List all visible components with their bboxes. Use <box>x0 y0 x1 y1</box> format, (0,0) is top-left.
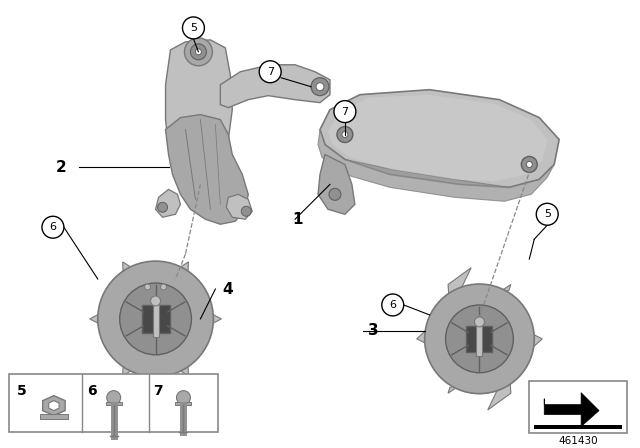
Circle shape <box>195 49 202 55</box>
Polygon shape <box>196 306 221 332</box>
Circle shape <box>474 317 484 327</box>
Bar <box>40 414 68 418</box>
Text: 7: 7 <box>154 383 163 398</box>
Polygon shape <box>220 65 330 108</box>
Circle shape <box>120 283 191 355</box>
Text: 7: 7 <box>267 67 274 77</box>
Polygon shape <box>448 267 471 312</box>
Circle shape <box>536 203 558 225</box>
Circle shape <box>182 17 204 39</box>
Polygon shape <box>488 366 511 410</box>
Circle shape <box>184 38 212 66</box>
Bar <box>476 322 483 356</box>
Polygon shape <box>448 378 471 393</box>
Text: 5: 5 <box>544 209 551 219</box>
Polygon shape <box>488 284 511 300</box>
Circle shape <box>334 101 356 123</box>
Circle shape <box>107 391 121 405</box>
Polygon shape <box>166 40 232 181</box>
Circle shape <box>157 202 168 212</box>
Text: 6: 6 <box>389 300 396 310</box>
Bar <box>9 374 218 431</box>
Circle shape <box>98 261 213 377</box>
Polygon shape <box>123 262 147 290</box>
Polygon shape <box>318 155 355 214</box>
Circle shape <box>191 44 206 60</box>
Polygon shape <box>320 90 559 187</box>
Circle shape <box>522 156 537 172</box>
Bar <box>534 425 622 429</box>
Polygon shape <box>166 115 248 224</box>
Text: 5: 5 <box>17 383 27 398</box>
Bar <box>467 326 492 352</box>
Text: 6: 6 <box>49 222 56 232</box>
Circle shape <box>425 284 534 394</box>
Polygon shape <box>164 348 188 376</box>
Circle shape <box>342 132 348 138</box>
Circle shape <box>177 391 191 405</box>
Polygon shape <box>227 194 252 219</box>
Text: 5: 5 <box>190 23 197 33</box>
Polygon shape <box>417 316 442 351</box>
Circle shape <box>329 188 341 200</box>
Polygon shape <box>328 95 547 181</box>
Circle shape <box>311 78 329 96</box>
Polygon shape <box>318 129 554 201</box>
Polygon shape <box>43 396 65 416</box>
Circle shape <box>42 216 64 238</box>
Bar <box>141 305 170 333</box>
Circle shape <box>382 294 404 316</box>
Polygon shape <box>544 392 599 426</box>
Polygon shape <box>517 327 542 362</box>
Circle shape <box>526 161 532 168</box>
Circle shape <box>337 127 353 142</box>
Text: 2: 2 <box>56 160 67 175</box>
Polygon shape <box>164 262 188 290</box>
Text: 1: 1 <box>292 212 303 227</box>
Text: 7: 7 <box>341 107 348 116</box>
Polygon shape <box>123 348 147 376</box>
Circle shape <box>145 284 150 290</box>
Text: 3: 3 <box>368 323 378 338</box>
Polygon shape <box>49 401 59 411</box>
Text: 461430: 461430 <box>558 435 598 445</box>
Bar <box>106 401 122 405</box>
Text: 6: 6 <box>87 383 97 398</box>
Text: 4: 4 <box>222 281 233 297</box>
Circle shape <box>259 61 281 83</box>
Bar <box>152 301 159 337</box>
Circle shape <box>316 83 324 90</box>
Circle shape <box>445 305 513 373</box>
Bar <box>529 381 627 432</box>
Bar <box>175 401 191 405</box>
Circle shape <box>161 284 166 290</box>
Polygon shape <box>156 190 180 217</box>
Circle shape <box>150 296 161 306</box>
Circle shape <box>241 206 252 216</box>
Polygon shape <box>90 306 115 332</box>
